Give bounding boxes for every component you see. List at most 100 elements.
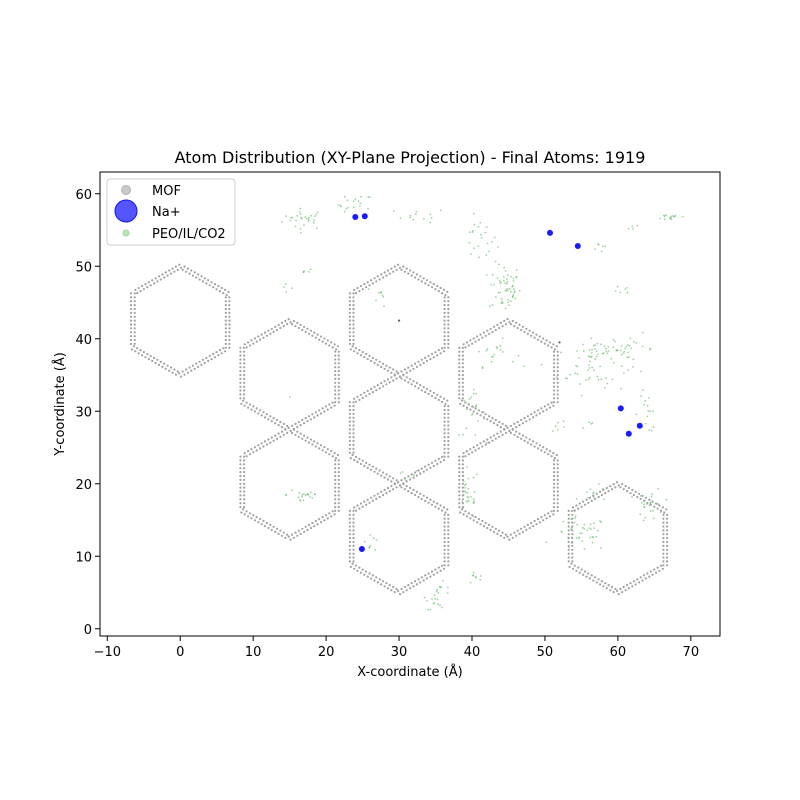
mof-point bbox=[348, 560, 351, 563]
mof-point bbox=[424, 499, 427, 502]
mof-point bbox=[556, 373, 559, 377]
mof-point bbox=[243, 482, 246, 485]
mof-point bbox=[243, 343, 246, 346]
mof-point bbox=[286, 431, 289, 434]
mof-point bbox=[552, 509, 556, 512]
mof-point bbox=[447, 533, 450, 536]
mof-point bbox=[188, 272, 191, 275]
peo-point bbox=[512, 277, 515, 280]
mof-point bbox=[523, 417, 526, 420]
peo-point bbox=[646, 415, 649, 418]
peo-point bbox=[643, 403, 645, 406]
mof-point bbox=[352, 548, 355, 551]
mof-point bbox=[639, 497, 642, 500]
mof-point bbox=[335, 348, 338, 351]
mof-point bbox=[142, 288, 145, 291]
mof-point bbox=[614, 587, 617, 591]
mof-point bbox=[292, 319, 295, 323]
peo-point bbox=[298, 211, 301, 213]
mof-point bbox=[571, 506, 575, 509]
mof-point bbox=[556, 502, 559, 505]
mof-point bbox=[458, 366, 461, 369]
mof-point bbox=[556, 366, 559, 369]
mof-point bbox=[447, 304, 450, 307]
mof-point bbox=[307, 415, 311, 418]
peo-point bbox=[597, 243, 600, 246]
mof-point bbox=[412, 367, 415, 370]
mof-point bbox=[430, 352, 434, 356]
mof-point bbox=[526, 332, 530, 335]
mof-point bbox=[296, 430, 299, 433]
mof-point bbox=[132, 345, 135, 348]
mof-point bbox=[548, 450, 552, 453]
mof-point bbox=[459, 402, 462, 405]
mof-point bbox=[434, 459, 437, 462]
mof-point bbox=[267, 418, 270, 421]
mof-point bbox=[492, 434, 496, 437]
mof-point bbox=[352, 529, 355, 532]
mof-point bbox=[405, 480, 408, 483]
mof-point bbox=[171, 267, 174, 270]
mof-point bbox=[243, 346, 246, 349]
mof-point bbox=[378, 360, 381, 363]
peo-point bbox=[636, 224, 639, 227]
mof-point bbox=[571, 552, 574, 555]
mof-point bbox=[380, 382, 383, 385]
mof-point bbox=[292, 428, 295, 431]
mof-point bbox=[550, 455, 553, 458]
peo-point bbox=[479, 221, 482, 224]
mof-point bbox=[245, 401, 248, 404]
mof-point bbox=[311, 413, 314, 416]
peo-point bbox=[545, 541, 548, 544]
mof-point bbox=[239, 506, 242, 509]
mof-point bbox=[419, 363, 422, 366]
mof-point bbox=[253, 337, 256, 340]
mof-point bbox=[352, 540, 355, 544]
mof-point bbox=[599, 583, 602, 586]
mof-point bbox=[412, 271, 415, 274]
mof-point bbox=[336, 453, 339, 457]
peo-point bbox=[509, 300, 512, 303]
mof-point bbox=[444, 402, 447, 405]
mof-point bbox=[334, 498, 337, 501]
mof-point bbox=[224, 335, 227, 338]
mof-point bbox=[509, 424, 512, 427]
mof-point bbox=[334, 362, 337, 365]
mof-point bbox=[420, 389, 423, 392]
peo-point bbox=[494, 296, 497, 298]
peo-point bbox=[479, 575, 482, 577]
peo-point bbox=[485, 274, 488, 276]
mof-point bbox=[390, 480, 393, 483]
mof-point bbox=[666, 533, 669, 536]
x-tick-label: 70 bbox=[683, 645, 700, 660]
peo-point bbox=[651, 493, 653, 496]
mof-point bbox=[414, 471, 417, 474]
mof-point bbox=[352, 451, 355, 454]
peo-point bbox=[399, 472, 402, 475]
mof-point bbox=[488, 332, 491, 335]
mof-point bbox=[516, 529, 519, 532]
mof-point bbox=[437, 457, 440, 460]
mof-point bbox=[358, 566, 361, 569]
mof-point bbox=[161, 273, 164, 276]
mof-point bbox=[311, 334, 314, 337]
mof-point bbox=[353, 350, 356, 353]
mof-point bbox=[414, 362, 417, 365]
mof-point bbox=[146, 286, 149, 289]
mof-point bbox=[461, 455, 464, 458]
mof-point bbox=[382, 471, 385, 474]
mof-point bbox=[414, 385, 417, 388]
mof-point bbox=[447, 307, 450, 311]
mof-point bbox=[243, 455, 246, 458]
mof-point bbox=[388, 366, 391, 369]
mof-point bbox=[556, 397, 559, 400]
mof-point bbox=[427, 392, 430, 396]
mof-point bbox=[368, 572, 371, 575]
mof-point bbox=[334, 354, 337, 357]
mof-point bbox=[270, 436, 273, 439]
mof-point bbox=[414, 580, 417, 583]
mof-point bbox=[176, 268, 179, 271]
mof-point bbox=[659, 509, 663, 512]
mof-point bbox=[363, 356, 366, 359]
